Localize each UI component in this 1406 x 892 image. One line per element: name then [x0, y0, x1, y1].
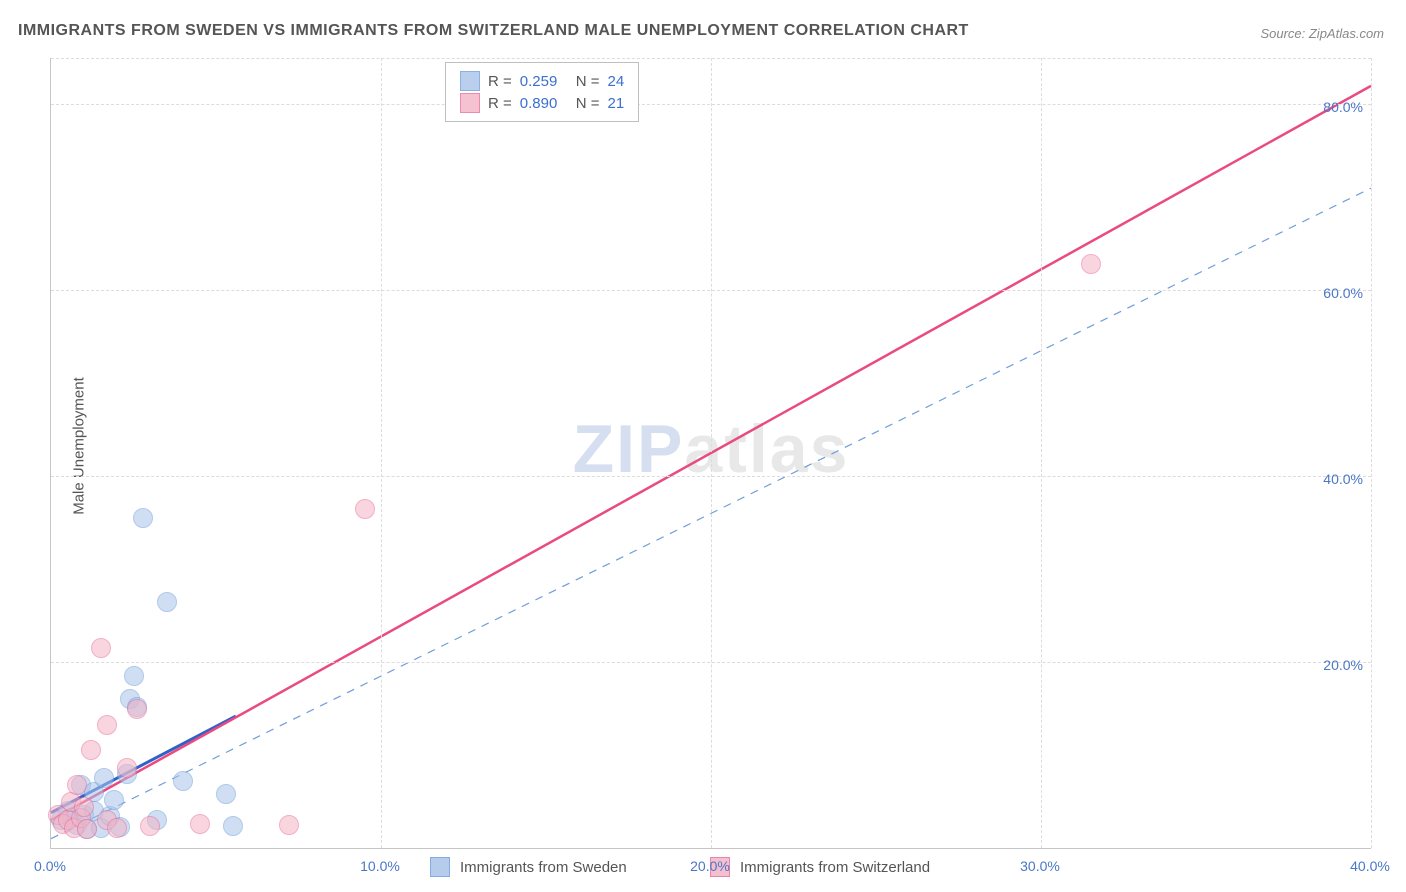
- y-tick-label: 20.0%: [1323, 657, 1363, 673]
- source-label: Source: ZipAtlas.com: [1260, 26, 1384, 41]
- stat-R-value: 0.259: [520, 73, 568, 90]
- legend-swatch: [460, 93, 480, 113]
- gridline-vertical: [711, 58, 712, 848]
- data-point: [107, 818, 127, 838]
- stat-R-label: R =: [488, 95, 512, 112]
- legend-label: Immigrants from Sweden: [460, 859, 627, 876]
- stats-legend-row: R = 0.259 N = 24: [460, 71, 624, 91]
- x-tick-label: 20.0%: [690, 858, 730, 874]
- gridline-vertical: [381, 58, 382, 848]
- chart-title: IMMIGRANTS FROM SWEDEN VS IMMIGRANTS FRO…: [18, 22, 969, 40]
- data-point: [94, 768, 114, 788]
- stat-N-label: N =: [576, 95, 600, 112]
- stats-legend: R = 0.259 N = 24 R = 0.890 N = 21: [445, 62, 639, 122]
- data-point: [190, 814, 210, 834]
- x-tick-label: 10.0%: [360, 858, 400, 874]
- data-point: [74, 797, 94, 817]
- data-point: [1081, 254, 1101, 274]
- y-tick-label: 80.0%: [1323, 99, 1363, 115]
- data-point: [279, 815, 299, 835]
- legend-item: Immigrants from Sweden: [430, 857, 627, 877]
- data-point: [355, 499, 375, 519]
- stat-N-value: 24: [608, 73, 625, 90]
- data-point: [97, 715, 117, 735]
- data-point: [124, 666, 144, 686]
- data-point: [81, 740, 101, 760]
- x-tick-label: 30.0%: [1020, 858, 1060, 874]
- data-point: [67, 775, 87, 795]
- data-point: [127, 699, 147, 719]
- plot-area: ZIPatlas 20.0%40.0%60.0%80.0%: [50, 58, 1371, 849]
- y-tick-label: 60.0%: [1323, 285, 1363, 301]
- stat-R-value: 0.890: [520, 95, 568, 112]
- stat-N-value: 21: [608, 95, 625, 112]
- data-point: [133, 508, 153, 528]
- gridline-vertical: [1041, 58, 1042, 848]
- x-tick-label: 40.0%: [1350, 858, 1390, 874]
- stat-N-label: N =: [576, 73, 600, 90]
- stats-legend-row: R = 0.890 N = 21: [460, 93, 624, 113]
- gridline-vertical: [1371, 58, 1372, 848]
- stat-R-label: R =: [488, 73, 512, 90]
- y-tick-label: 40.0%: [1323, 471, 1363, 487]
- data-point: [117, 758, 137, 778]
- data-point: [223, 816, 243, 836]
- data-point: [104, 790, 124, 810]
- data-point: [157, 592, 177, 612]
- legend-item: Immigrants from Switzerland: [710, 857, 930, 877]
- data-point: [140, 816, 160, 836]
- data-point: [91, 638, 111, 658]
- data-point: [216, 784, 236, 804]
- data-point: [173, 771, 193, 791]
- legend-label: Immigrants from Switzerland: [740, 859, 930, 876]
- x-tick-label: 0.0%: [34, 858, 66, 874]
- legend-swatch: [430, 857, 450, 877]
- legend-swatch: [460, 71, 480, 91]
- data-point: [77, 819, 97, 839]
